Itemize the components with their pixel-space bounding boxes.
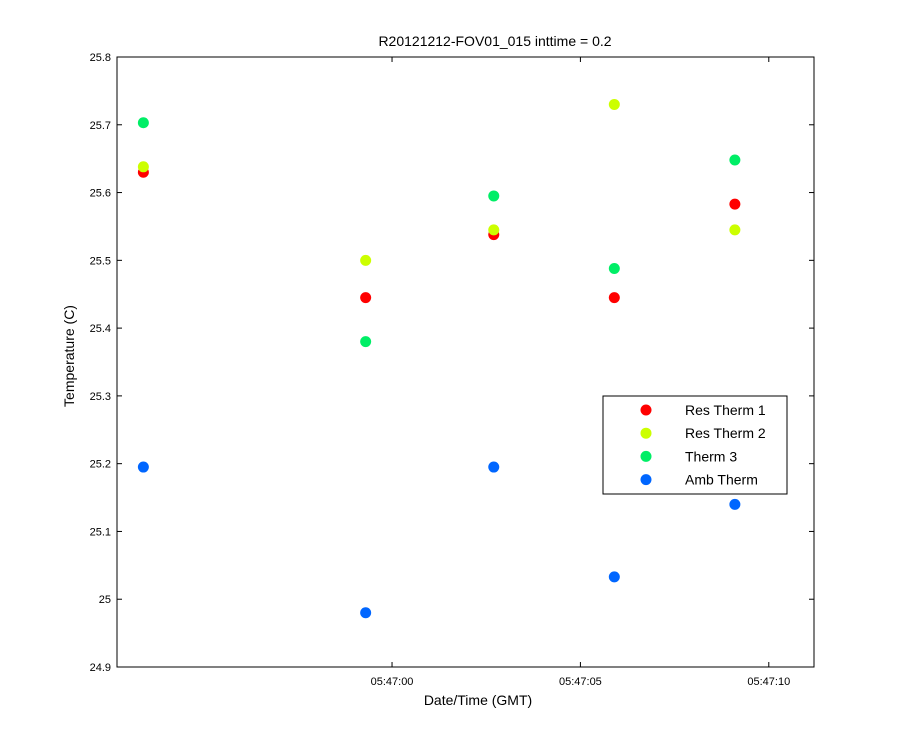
x-tick-label: 05:47:05 [559,676,602,688]
data-point-res-therm-2 [729,224,741,236]
data-point-amb-therm [608,571,620,583]
chart-title: R20121212-FOV01_015 inttime = 0.2 [378,33,611,49]
y-tick-label: 25.2 [90,459,111,471]
data-point-amb-therm [360,607,372,619]
y-tick-label: 25.3 [90,391,111,403]
data-point-therm-3 [360,336,372,348]
y-tick-label: 25.5 [90,255,111,267]
legend-box [602,395,788,495]
legend-marker [640,474,652,486]
x-tick-label: 05:47:10 [747,676,790,688]
data-point-res-therm-2 [608,98,620,110]
data-point-amb-therm [488,461,500,473]
y-tick-label: 25.6 [90,188,111,200]
x-axis: 05:47:00 05:47:05 05:47:10 [371,57,790,688]
legend-marker [640,450,652,462]
legend-label: Amb Therm [685,472,758,488]
legend: Res Therm 1 Res Therm 2 Therm 3 Amb Therm [602,395,788,495]
data-point-res-therm-2 [488,224,500,236]
x-axis-label: Date/Time (GMT) [424,692,532,708]
data-point-res-therm-2 [137,161,149,173]
legend-label: Res Therm 1 [685,402,766,418]
data-point-therm-3 [729,154,741,166]
y-axis: 24.9 25 25.1 25.2 25.3 25.4 25.5 25.6 25.7 25.8 [90,52,814,674]
data-point-therm-3 [137,117,149,129]
data-point-therm-3 [608,262,620,274]
data-point-res-therm-1 [729,198,741,210]
data-point-therm-3 [488,190,500,202]
y-tick-label: 24.9 [90,662,111,674]
y-tick-label: 25.1 [90,526,111,538]
y-tick-label: 25.4 [90,323,111,335]
legend-marker [640,427,652,439]
data-point-res-therm-1 [360,292,372,304]
data-point-amb-therm [729,498,741,510]
legend-label: Res Therm 2 [685,425,766,441]
y-tick-label: 25 [99,594,111,606]
y-tick-label: 25.8 [90,52,111,64]
data-point-res-therm-2 [360,254,372,266]
x-tick-label: 05:47:00 [371,676,414,688]
data-point-res-therm-1 [608,292,620,304]
plot-area [116,56,815,668]
y-tick-label: 25.7 [90,120,111,132]
y-axis-label: Temperature (C) [61,305,77,407]
data-points [137,98,741,619]
legend-label: Therm 3 [685,448,737,464]
data-point-amb-therm [137,461,149,473]
legend-marker [640,404,652,416]
